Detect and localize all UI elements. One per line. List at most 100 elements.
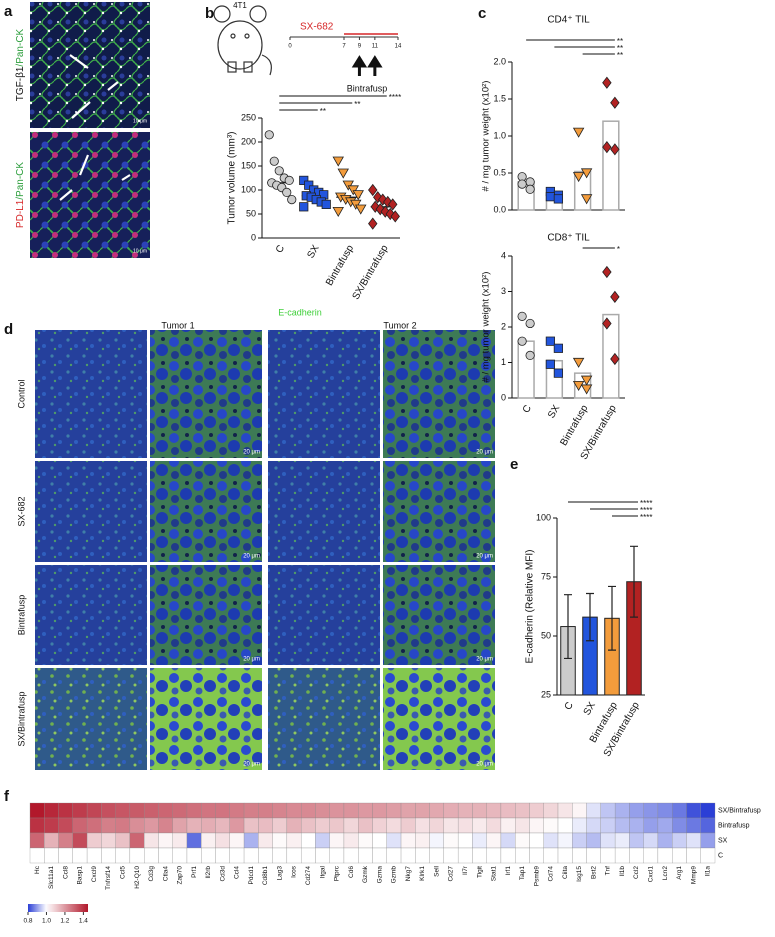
error-bar <box>630 545 638 618</box>
heatmap-cell <box>115 817 131 834</box>
heatmap-cell <box>443 832 459 849</box>
heatmap-cell <box>358 832 373 849</box>
heatmap-cell <box>672 802 687 819</box>
heatmap-cell <box>443 847 459 864</box>
heatmap-cell <box>229 802 245 819</box>
heatmap-cell <box>600 847 616 864</box>
point <box>368 183 378 197</box>
heatmap-cell <box>614 817 630 834</box>
gene-label: Gzma <box>376 866 383 884</box>
bar <box>602 313 620 399</box>
heatmap-cell <box>272 802 288 819</box>
point <box>525 318 535 329</box>
heatmap-cell <box>429 802 445 819</box>
point <box>572 172 585 183</box>
point <box>580 384 593 395</box>
heatmap-cell <box>457 817 473 834</box>
heatmap-cell <box>600 832 616 849</box>
point <box>602 140 612 154</box>
heatmap-cell <box>115 847 131 864</box>
heatmap-cell <box>500 817 516 834</box>
heatmap-cell <box>386 847 402 864</box>
micrograph <box>268 668 380 770</box>
heatmap-cell <box>672 832 687 849</box>
gene-label: Ptprc <box>334 865 341 881</box>
heatmap-cell <box>500 847 516 864</box>
heatmap-cell <box>629 832 644 849</box>
heatmap-cell <box>229 817 245 834</box>
heatmap-cell <box>86 802 102 819</box>
heatmap-cell <box>315 847 330 864</box>
heatmap-cell <box>186 847 202 864</box>
column-label: Tumor 1 <box>161 320 194 330</box>
point <box>525 350 535 360</box>
heatmap-cell <box>672 847 687 864</box>
heatmap-cell <box>101 817 116 834</box>
heatmap-cell <box>415 847 430 864</box>
stain-label: PD-L1/Pan-CK <box>15 162 26 228</box>
significance-label: ** <box>617 51 623 60</box>
panel-letter: f <box>4 788 10 805</box>
scale-label: 20 μm <box>243 657 260 663</box>
heatmap-cell <box>172 847 188 864</box>
heatmap-cell <box>258 832 273 849</box>
heatmap-cell <box>201 832 216 849</box>
scale-label: 10 μm <box>133 248 147 254</box>
gene-label: Cd274 <box>305 866 312 886</box>
heatmap-cell <box>243 847 259 864</box>
heatmap-cell <box>158 847 173 864</box>
panel-letter: e <box>510 456 518 473</box>
heatmap-cell <box>215 802 230 819</box>
point <box>269 156 279 166</box>
heatmap-cell <box>600 802 616 819</box>
heatmap-cell <box>515 832 530 849</box>
point <box>332 156 344 167</box>
heatmap-cell <box>686 817 701 834</box>
drug-label: SX-682 <box>300 22 334 33</box>
heatmap-cell <box>329 802 345 819</box>
heatmap-cell <box>29 832 45 849</box>
heatmap-cell <box>386 832 402 849</box>
micrograph <box>383 461 495 562</box>
y-tick-label: 1.0 <box>493 130 506 140</box>
heatmap-cell <box>258 817 273 834</box>
y-tick-label: 2.0 <box>493 56 506 66</box>
point <box>321 199 331 209</box>
x-tick-label: Bintrafusp <box>324 243 356 288</box>
day-label: 0 <box>288 44 292 50</box>
significance-label: **** <box>640 499 652 508</box>
micrograph <box>383 668 495 770</box>
gene-label: Arg1 <box>676 866 683 880</box>
heatmap-cell <box>129 847 145 864</box>
heatmap-cell <box>400 802 416 819</box>
micrograph <box>30 2 150 128</box>
heatmap-cell <box>58 802 73 819</box>
micrograph <box>35 565 147 665</box>
gene-label: Ccl8 <box>62 866 69 879</box>
heatmap-cell <box>172 802 188 819</box>
point <box>610 96 620 109</box>
heatmap-cell <box>657 847 673 864</box>
heatmap-cell <box>86 847 102 864</box>
heatmap-cell <box>372 832 387 849</box>
point <box>337 168 349 179</box>
heatmap-cell <box>543 847 559 864</box>
heatmap-cell <box>286 817 302 834</box>
heatmap-cell <box>486 847 502 864</box>
point <box>572 380 585 392</box>
significance-label: **** <box>640 506 652 515</box>
column-label: Tumor 2 <box>383 320 416 330</box>
point <box>580 168 593 179</box>
heatmap-cell <box>415 832 430 849</box>
point <box>602 265 612 279</box>
heatmap-cell <box>586 802 601 819</box>
mouse-icon <box>213 5 272 76</box>
heatmap-cell <box>572 847 587 864</box>
heatmap-cell <box>472 817 487 834</box>
gene-label: Cxcl1 <box>648 866 655 883</box>
gene-label: Zap70 <box>177 866 184 885</box>
micrograph <box>383 330 495 458</box>
y-axis-label: # / mg tumor weight (x10²) <box>481 81 492 192</box>
panel-letter: c <box>478 5 486 22</box>
heatmap-cell <box>429 832 445 849</box>
